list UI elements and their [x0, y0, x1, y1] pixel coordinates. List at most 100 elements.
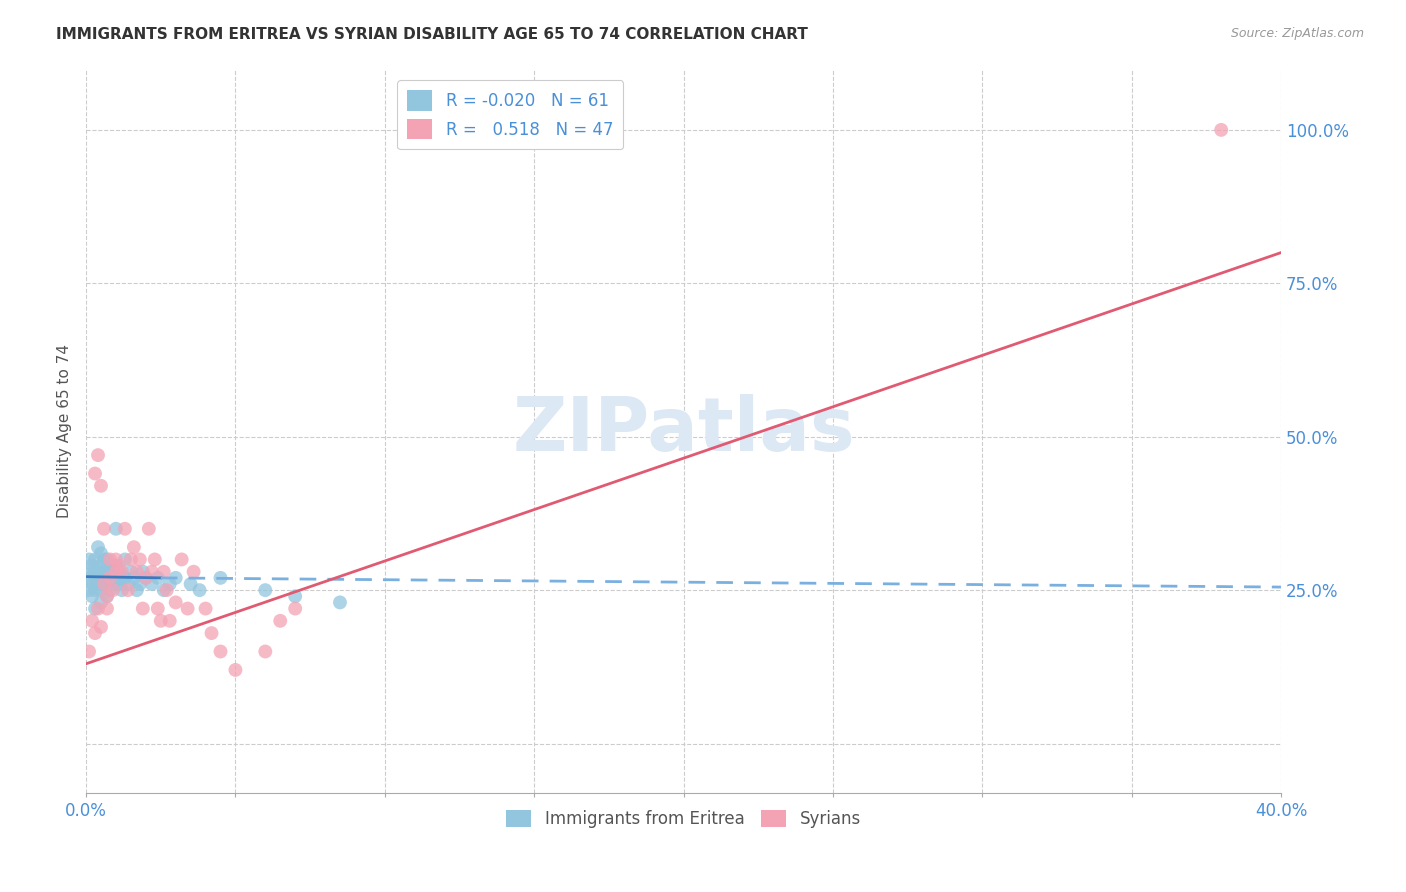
Point — [87, 601, 110, 615]
Point — [104, 571, 127, 585]
Point — [165, 571, 187, 585]
Point — [98, 583, 121, 598]
Point — [90, 479, 112, 493]
Point — [122, 571, 145, 585]
Point — [96, 552, 118, 566]
Point — [96, 565, 118, 579]
Point — [120, 565, 142, 579]
Point — [135, 571, 157, 585]
Point — [90, 620, 112, 634]
Point — [77, 583, 100, 598]
Point — [84, 583, 107, 598]
Point — [90, 558, 112, 573]
Point — [120, 552, 142, 566]
Point — [141, 565, 163, 579]
Point — [87, 448, 110, 462]
Point — [200, 626, 222, 640]
Point — [284, 601, 307, 615]
Point — [269, 614, 291, 628]
Point — [84, 565, 107, 579]
Point — [96, 589, 118, 603]
Point — [93, 577, 115, 591]
Point — [90, 595, 112, 609]
Point — [188, 583, 211, 598]
Point — [1211, 123, 1233, 137]
Point — [122, 540, 145, 554]
Point — [108, 558, 131, 573]
Point — [101, 577, 124, 591]
Point — [254, 644, 277, 658]
Point — [329, 595, 352, 609]
Point — [117, 583, 139, 598]
Point — [183, 565, 205, 579]
Point — [128, 552, 150, 566]
Point — [93, 522, 115, 536]
Point — [104, 558, 127, 573]
Point — [84, 571, 107, 585]
Point — [77, 644, 100, 658]
Point — [101, 583, 124, 598]
Point — [146, 571, 169, 585]
Point — [149, 614, 172, 628]
Point — [194, 601, 217, 615]
Point — [84, 552, 107, 566]
Point — [101, 565, 124, 579]
Point — [77, 571, 100, 585]
Point — [87, 565, 110, 579]
Point — [96, 577, 118, 591]
Point — [111, 571, 134, 585]
Point — [132, 565, 155, 579]
Legend: Immigrants from Eritrea, Syrians: Immigrants from Eritrea, Syrians — [499, 804, 868, 835]
Point — [80, 614, 103, 628]
Point — [128, 577, 150, 591]
Point — [254, 583, 277, 598]
Point — [98, 571, 121, 585]
Point — [156, 583, 179, 598]
Point — [84, 626, 107, 640]
Point — [96, 589, 118, 603]
Text: IMMIGRANTS FROM ERITREA VS SYRIAN DISABILITY AGE 65 TO 74 CORRELATION CHART: IMMIGRANTS FROM ERITREA VS SYRIAN DISABI… — [56, 27, 808, 42]
Point — [143, 552, 166, 566]
Y-axis label: Disability Age 65 to 74: Disability Age 65 to 74 — [58, 343, 72, 517]
Point — [114, 552, 136, 566]
Point — [111, 583, 134, 598]
Point — [96, 601, 118, 615]
Point — [84, 467, 107, 481]
Point — [77, 552, 100, 566]
Point — [209, 644, 232, 658]
Point — [111, 565, 134, 579]
Point — [90, 583, 112, 598]
Point — [125, 565, 148, 579]
Point — [80, 558, 103, 573]
Point — [104, 565, 127, 579]
Point — [87, 540, 110, 554]
Point — [84, 601, 107, 615]
Point — [135, 571, 157, 585]
Point — [98, 571, 121, 585]
Point — [80, 589, 103, 603]
Point — [209, 571, 232, 585]
Point — [114, 522, 136, 536]
Point — [87, 571, 110, 585]
Point — [176, 601, 198, 615]
Point — [125, 583, 148, 598]
Point — [93, 552, 115, 566]
Point — [98, 552, 121, 566]
Point — [108, 577, 131, 591]
Point — [90, 571, 112, 585]
Point — [152, 583, 174, 598]
Text: ZIPatlas: ZIPatlas — [512, 394, 855, 467]
Point — [138, 522, 160, 536]
Point — [93, 565, 115, 579]
Point — [159, 577, 181, 591]
Point — [93, 577, 115, 591]
Point — [104, 552, 127, 566]
Point — [165, 595, 187, 609]
Point — [80, 577, 103, 591]
Point — [93, 571, 115, 585]
Point — [87, 577, 110, 591]
Point — [117, 577, 139, 591]
Point — [114, 571, 136, 585]
Point — [98, 558, 121, 573]
Text: Source: ZipAtlas.com: Source: ZipAtlas.com — [1230, 27, 1364, 40]
